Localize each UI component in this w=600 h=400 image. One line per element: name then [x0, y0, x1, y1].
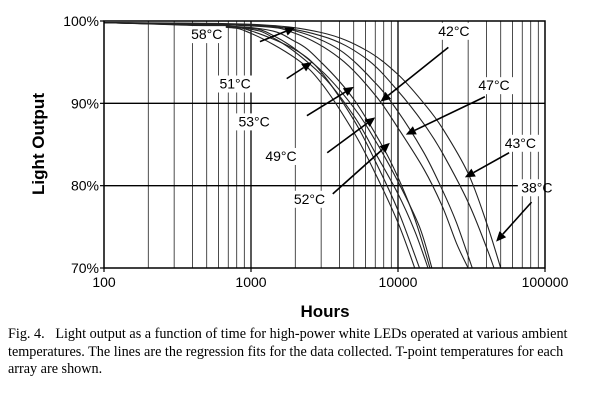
- annotation-arrow-47c: [414, 96, 486, 132]
- annotation-label-43c: 43°C: [505, 135, 536, 151]
- annotation-bg-43c: [501, 134, 540, 152]
- y-axis-label: Light Output: [29, 93, 48, 195]
- annotation-label-52c: 52°C: [294, 191, 325, 207]
- annotation-arrowhead-51c: [301, 62, 313, 72]
- x-tick-label: 1000: [235, 274, 266, 290]
- annotation-bg-47c: [475, 77, 514, 95]
- annotation-bg-42c: [434, 22, 473, 40]
- tick-labels: 100 1000 10000 100000 70% 80% 90% 100%: [63, 13, 568, 290]
- annotation-bg-51c: [216, 75, 255, 93]
- annotation-arrow-52c: [332, 148, 383, 195]
- x-tick-label: 100000: [522, 274, 569, 290]
- x-axis-label: Hours: [300, 302, 349, 321]
- annotation-label-51c: 51°C: [219, 76, 250, 92]
- annotation-arrow-43c: [473, 152, 510, 174]
- x-tick-label: 100: [92, 274, 116, 290]
- caption-text: Light output as a function of time for h…: [8, 326, 568, 377]
- annotation-arrow-53c: [306, 91, 346, 117]
- annotation-arrow-58c: [259, 30, 287, 43]
- y-tick-label: 70%: [71, 260, 99, 276]
- figure-caption: Fig. 4. Light output as a function of ti…: [8, 326, 592, 379]
- annotation-label-49c: 49°C: [265, 148, 296, 164]
- series-line-52c: [103, 22, 431, 269]
- annotation-arrowhead-47c: [405, 126, 417, 135]
- annotation-arrow-42c: [387, 46, 449, 97]
- annotation-arrowhead-49c: [364, 117, 376, 127]
- series-line-53c: [103, 22, 429, 269]
- annotation-label-38c: 38°C: [521, 179, 552, 195]
- annotation-arrowhead-58c: [284, 27, 296, 36]
- series-lines: [103, 22, 502, 269]
- y-tick-label: 80%: [71, 178, 99, 194]
- grid: [104, 21, 545, 268]
- annotation-label-47c: 47°C: [478, 77, 509, 93]
- annotation-arrow-38c: [502, 201, 533, 235]
- annotation-bg-52c: [290, 190, 329, 208]
- annotation-arrowhead-53c: [342, 86, 354, 96]
- y-tick-label: 100%: [63, 13, 99, 29]
- series-line-47c: [103, 22, 473, 269]
- series-line-51c: [103, 22, 421, 269]
- annotation-arrow-51c: [286, 66, 305, 80]
- annotation-label-53c: 53°C: [238, 113, 269, 129]
- plot-frame: [103, 20, 546, 269]
- figure-label: Fig. 4.: [8, 326, 45, 342]
- annotation-arrow-49c: [326, 122, 368, 154]
- annotation-bg-38c: [517, 179, 556, 197]
- light-output-chart: 58°C 51°C 53°C 49°C 52°C 42°C 47°C 43°C 38°C 100…: [29, 13, 569, 321]
- annotation-bg-49c: [262, 147, 301, 165]
- annotations: 58°C 51°C 53°C 49°C 52°C 42°C 47°C 43°C 38°C: [187, 22, 556, 242]
- y-tick-label: 90%: [71, 95, 99, 111]
- annotation-label-42c: 42°C: [438, 23, 469, 39]
- annotation-arrowhead-43c: [464, 168, 476, 178]
- annotation-bg-58c: [187, 26, 226, 44]
- series-line-42c: [103, 22, 469, 269]
- series-line-43c: [103, 22, 495, 269]
- annotation-arrowhead-42c: [380, 91, 392, 102]
- series-line-38c: [103, 22, 502, 269]
- x-tick-label: 10000: [379, 274, 418, 290]
- annotation-bg-53c: [235, 113, 274, 131]
- annotation-arrowhead-38c: [496, 231, 507, 242]
- annotation-label-58c: 58°C: [191, 26, 222, 42]
- annotation-arrowhead-52c: [379, 142, 390, 153]
